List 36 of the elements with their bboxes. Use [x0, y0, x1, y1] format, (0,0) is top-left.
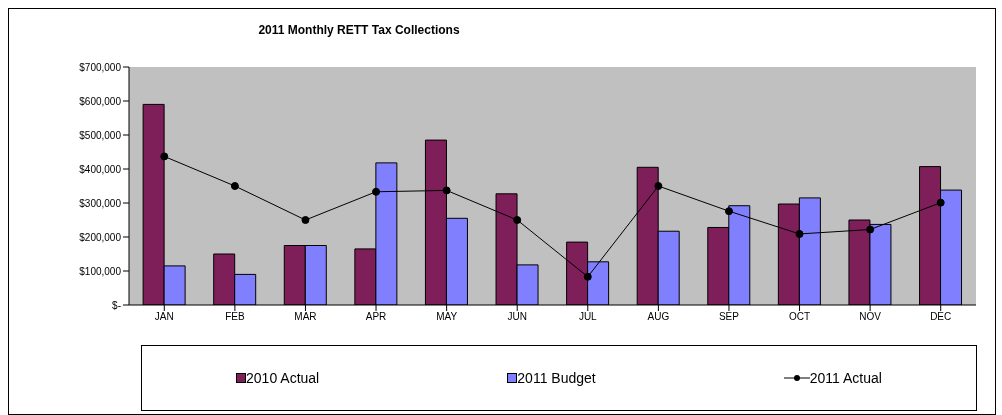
y-tick-label: $- [112, 299, 121, 311]
point [230, 182, 239, 190]
point [513, 216, 522, 224]
y-tick-label: $600,000 [79, 95, 122, 107]
y-tick-label: $700,000 [79, 61, 122, 73]
x-tick-label: MAR [294, 311, 317, 323]
x-tick-label: APR [365, 311, 387, 323]
point [301, 216, 310, 224]
legend-label: 2010 Actual [246, 370, 320, 386]
point [866, 225, 875, 234]
y-tick-label: $400,000 [79, 163, 122, 175]
point [654, 182, 663, 190]
point [583, 272, 592, 281]
y-tick-label: $500,000 [79, 129, 122, 141]
x-tick-label: OCT [788, 311, 811, 323]
legend-label: 2011 Actual [809, 370, 882, 386]
x-tick-label: FEB [225, 311, 245, 323]
point [795, 229, 804, 238]
x-tick-label: DEC [930, 311, 952, 323]
x-tick-label: SEP [718, 311, 740, 323]
y-tick-label: $300,000 [79, 197, 122, 209]
point [936, 198, 945, 207]
chart-title: 2011 Monthly RETT Tax Collections [257, 23, 461, 37]
legend-label: 2011 Budget [517, 370, 596, 386]
y-tick-label: $200,000 [79, 231, 122, 243]
x-tick-label: JUL [578, 311, 598, 323]
x-tick-label: AUG [647, 311, 670, 323]
x-tick-label: JAN [154, 311, 174, 323]
x-tick-label: JUN [507, 311, 527, 323]
x-tick-label: NOV [859, 311, 882, 323]
y-tick-label: $100,000 [79, 265, 122, 277]
point [160, 152, 169, 161]
point [724, 207, 733, 216]
point [442, 186, 451, 195]
x-tick-label: MAY [436, 311, 458, 323]
point [372, 187, 381, 196]
